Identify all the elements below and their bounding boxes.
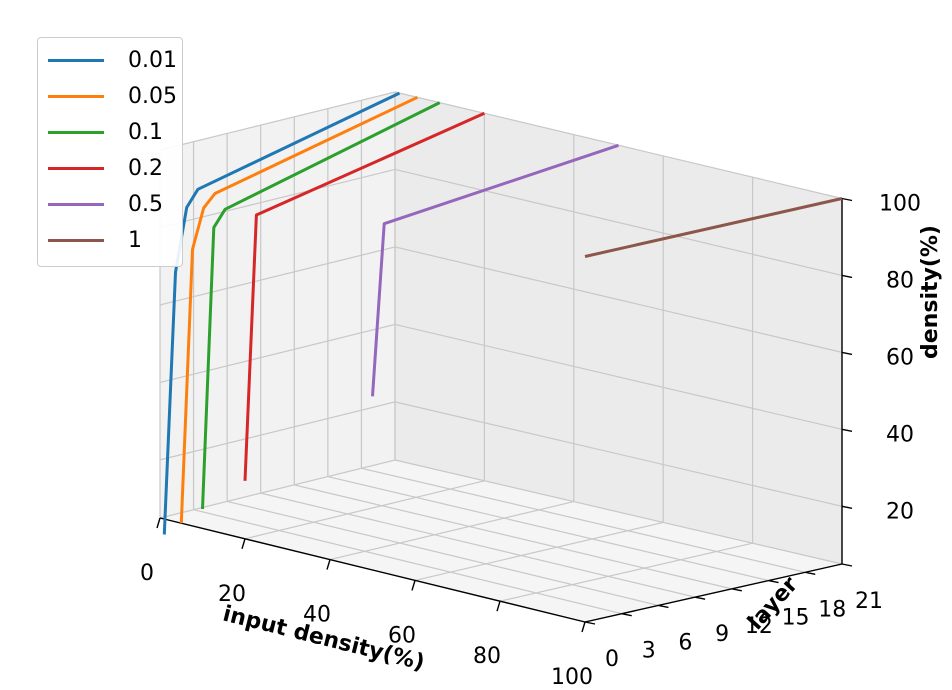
y-tick-label: 0 [605, 647, 619, 672]
y-tick-mark [768, 579, 779, 584]
x-tick-label: 0 [140, 561, 154, 586]
z-tick-label: 100 [879, 192, 921, 217]
grid-line-z-back [394, 168, 843, 277]
legend-swatch [48, 58, 104, 62]
grid-line-x-floor [499, 542, 753, 602]
x-tick-mark [241, 538, 246, 550]
x-tick-label: 100 [551, 665, 593, 690]
series-line-0_1 [201, 101, 441, 510]
series-lines [162, 91, 843, 535]
x-tick-mark [496, 600, 501, 612]
legend-swatch [48, 166, 104, 170]
y-tick-label: 21 [855, 589, 883, 614]
z-tick-mark [841, 197, 853, 202]
grid-line-x-floor [329, 501, 574, 561]
y-tick-mark [621, 613, 632, 617]
pane-floor [160, 460, 842, 622]
y-tick-label: 15 [782, 606, 810, 631]
x-tick-mark [411, 580, 416, 591]
legend-swatch [48, 94, 104, 98]
axis-lines [156, 197, 853, 633]
legend-label: 0.1 [128, 119, 163, 145]
z-tick-mark [841, 505, 853, 509]
series-line-0_5 [371, 143, 619, 397]
y-tick-label: 9 [715, 622, 729, 647]
z-tick-mark [841, 428, 853, 433]
z-axis-label: density(%) [918, 225, 943, 359]
legend-item: 0.2 [48, 150, 163, 186]
y-tick-label: 12 [745, 614, 773, 639]
x-axis-line [159, 517, 586, 623]
grid-line-y-floor [327, 475, 769, 582]
legend-label: 0.01 [128, 47, 177, 73]
z-tick-label: 80 [886, 268, 914, 293]
series-line-0_2 [243, 111, 486, 481]
y-tick-mark [805, 571, 816, 575]
x-tick-label: 20 [218, 582, 246, 607]
legend: 0.01 0.05 0.1 0.2 0.5 1 [37, 37, 183, 267]
y-tick-mark [841, 563, 853, 567]
pane-back [395, 92, 842, 564]
z-tick-mark [841, 351, 853, 356]
y-tick-mark [658, 604, 669, 609]
y-tick-mark [731, 588, 742, 592]
axis-panes [160, 92, 842, 622]
x-tick-label: 80 [473, 644, 501, 669]
z-tick-label: 40 [886, 422, 914, 447]
series-line-1 [584, 197, 843, 258]
pane-left [160, 92, 395, 518]
legend-label: 1 [128, 227, 142, 253]
z-tick-label: 20 [886, 499, 914, 524]
legend-item: 1 [48, 222, 142, 258]
grid-line-x-floor [414, 521, 664, 581]
series-line-0_01 [162, 91, 401, 535]
legend-swatch [48, 238, 104, 242]
z-tick-label: 60 [886, 345, 914, 370]
grid-line-z-back [394, 91, 843, 200]
legend-label: 0.05 [128, 83, 177, 109]
y-tick-label: 18 [818, 597, 846, 622]
grid-line-z-back [394, 323, 843, 430]
grid-line-y-floor [193, 509, 622, 615]
grid-line-z-left [159, 401, 396, 461]
legend-swatch [48, 202, 104, 206]
legend-label: 0.5 [128, 191, 163, 217]
grid-line-y-floor [227, 500, 659, 607]
legend-item: 0.1 [48, 114, 163, 150]
y-axis-line [584, 563, 843, 623]
y-tick-mark [584, 621, 596, 625]
y-tick-label: 3 [642, 639, 656, 664]
legend-label: 0.2 [128, 155, 163, 181]
grid-line-x-floor [244, 480, 485, 540]
x-tick-label: 40 [303, 603, 331, 628]
y-tick-label: 6 [678, 630, 692, 655]
legend-item: 0.01 [48, 42, 177, 78]
grid-line-z-left [159, 91, 396, 151]
legend-item: 0.05 [48, 78, 177, 114]
y-tick-mark [695, 596, 706, 600]
x-tick-mark [326, 559, 331, 570]
grid-line-z-left [159, 168, 396, 229]
legend-item: 0.5 [48, 186, 163, 222]
x-tick-mark [156, 517, 161, 529]
grid-line-z-back [394, 401, 843, 507]
grid-line-x-floor [159, 459, 396, 519]
grid-line-y-floor [294, 484, 732, 590]
x-tick-label: 60 [388, 623, 416, 648]
x-tick-mark [581, 621, 586, 633]
grid-line-z-left [159, 323, 396, 384]
grid-line-z-left [159, 246, 396, 306]
grid-line-y-floor [260, 492, 696, 598]
grid-lines [159, 91, 843, 623]
grid-line-z-back [394, 246, 843, 353]
series-line-0_05 [179, 95, 419, 524]
legend-swatch [48, 130, 104, 134]
grid-line-y-floor [394, 459, 843, 565]
grid-line-y-floor [361, 467, 806, 573]
z-tick-mark [841, 274, 853, 279]
